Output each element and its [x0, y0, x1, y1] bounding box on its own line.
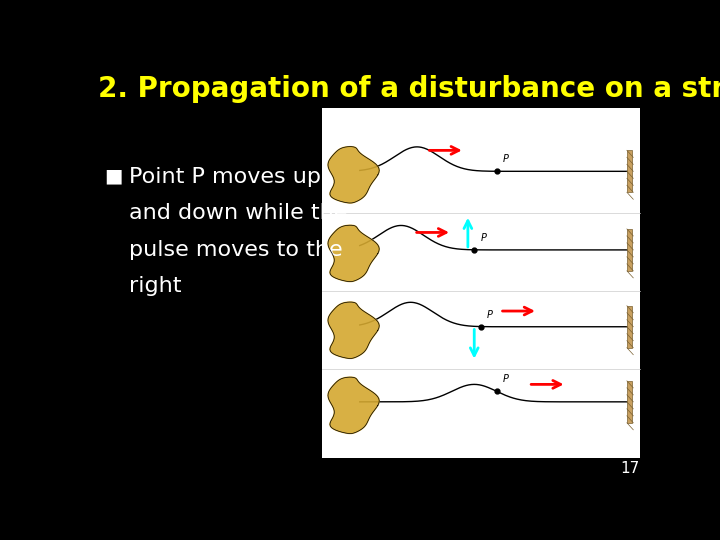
Polygon shape [328, 147, 379, 203]
Polygon shape [328, 302, 379, 359]
Text: ■: ■ [104, 167, 122, 186]
Text: right: right [129, 276, 181, 296]
Polygon shape [328, 377, 379, 434]
Bar [627, 306, 631, 348]
Text: 2. Propagation of a disturbance on a string: 2. Propagation of a disturbance on a str… [99, 75, 720, 103]
Text: Point P moves up: Point P moves up [129, 167, 321, 187]
Bar [322, 109, 639, 458]
Text: 17: 17 [621, 461, 639, 476]
Text: P: P [503, 154, 509, 164]
Polygon shape [328, 225, 379, 281]
Bar [627, 229, 631, 271]
Text: and down while the: and down while the [129, 203, 348, 223]
Text: P: P [503, 374, 509, 384]
Text: pulse moves to the: pulse moves to the [129, 240, 343, 260]
Bar [627, 381, 631, 423]
Text: P: P [481, 233, 487, 243]
Text: P: P [487, 309, 492, 320]
Bar [627, 150, 631, 192]
